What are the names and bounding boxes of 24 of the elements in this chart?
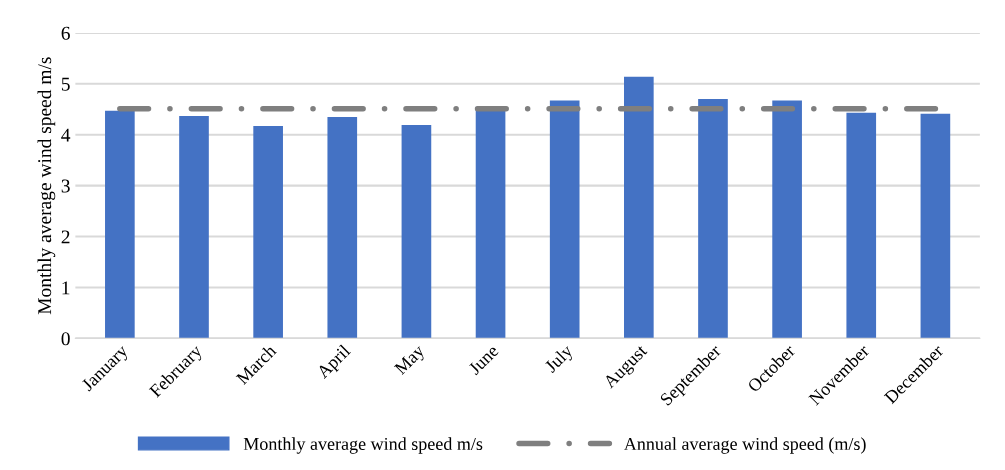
x-tick-label: May xyxy=(393,343,428,378)
bar xyxy=(846,112,877,339)
bar xyxy=(624,76,654,339)
y-tick-label: 0 xyxy=(61,332,70,346)
y-axis-title: Monthly average wind speed m/s xyxy=(37,57,56,315)
bar xyxy=(920,113,951,339)
x-tick-label: July xyxy=(543,343,577,376)
y-tick-label: 3 xyxy=(61,179,70,193)
bar xyxy=(698,99,728,339)
y-tick-label: 5 xyxy=(61,77,70,91)
y-tick-label: 1 xyxy=(62,281,70,295)
x-tick-label: June xyxy=(467,344,500,376)
legend-label: Annual average wind speed (m/s) xyxy=(623,437,866,454)
y-tick-label: 2 xyxy=(61,230,70,244)
bar xyxy=(179,115,209,339)
bar xyxy=(327,116,358,339)
bar xyxy=(549,100,580,339)
y-tick-label: 4 xyxy=(61,128,71,142)
bar xyxy=(401,125,432,339)
y-tick-label: 6 xyxy=(61,26,70,40)
bar xyxy=(253,126,283,339)
bar xyxy=(105,110,135,339)
bar xyxy=(772,100,802,339)
legend-label: Monthly average wind speed m/s xyxy=(243,437,483,454)
